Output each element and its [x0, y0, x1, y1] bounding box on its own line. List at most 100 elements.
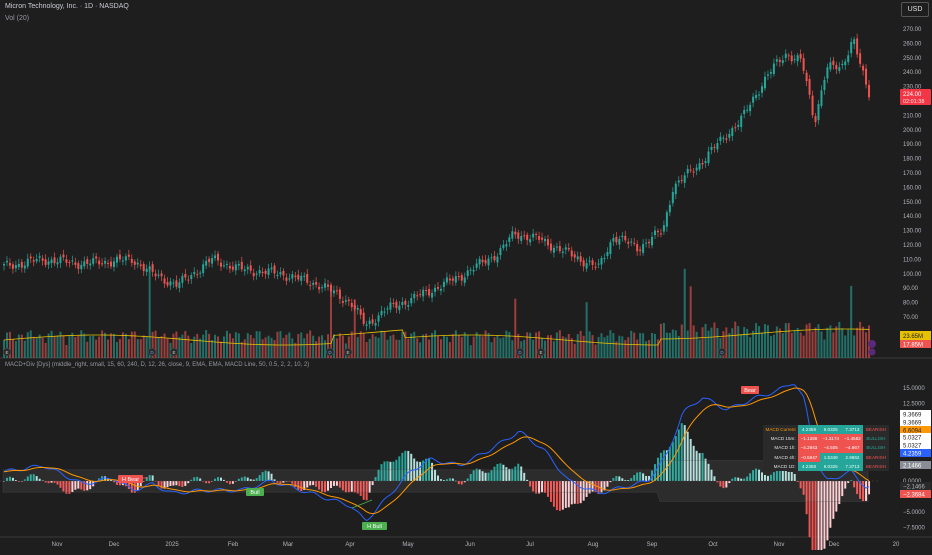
- volume-bar: [407, 338, 410, 358]
- volume-bar: [151, 331, 154, 358]
- candle: [95, 256, 98, 259]
- signal-bull: Bull: [246, 488, 264, 496]
- volume-bar: [680, 324, 683, 358]
- histogram-bar: [561, 481, 564, 510]
- macd-value-label: 6.6094: [900, 426, 931, 435]
- event-marker-dividend: D: [147, 347, 157, 357]
- macd-band: [2, 460, 869, 502]
- volume-bar: [544, 340, 547, 358]
- histogram-bar: [541, 481, 544, 493]
- volume-bar: [211, 340, 214, 358]
- histogram-bar: [353, 481, 356, 493]
- histogram-bar: [383, 461, 386, 481]
- candle: [383, 311, 386, 313]
- volume-bar: [347, 336, 350, 358]
- candle: [365, 324, 368, 326]
- candle: [564, 247, 567, 250]
- histogram-bar: [850, 480, 853, 481]
- candle: [612, 238, 615, 242]
- candle: [258, 270, 261, 274]
- histogram-bar: [763, 474, 766, 481]
- candle: [597, 263, 600, 265]
- volume-bar: [353, 299, 356, 358]
- histogram-bar: [341, 481, 344, 491]
- histogram-bar: [558, 481, 561, 511]
- candle: [514, 231, 517, 235]
- price-tick: 170.00: [903, 171, 922, 177]
- candle: [555, 246, 558, 248]
- volume-bar: [579, 330, 582, 358]
- candle: [86, 259, 89, 264]
- volume-bar: [642, 333, 645, 358]
- candle: [582, 260, 585, 267]
- time-axis-label: Mar: [283, 542, 293, 548]
- volume-ma-value: 23.65M: [903, 334, 923, 340]
- histogram-bar: [56, 481, 59, 485]
- volume-bar: [710, 327, 713, 358]
- macd-value-label-text: 6.6094: [903, 429, 922, 435]
- volume-bar: [618, 335, 621, 358]
- histogram-bar: [270, 473, 273, 481]
- price-tick: 180.00: [903, 157, 922, 163]
- histogram-bar: [374, 477, 377, 481]
- volume-bar: [784, 323, 787, 358]
- candle: [558, 245, 561, 252]
- volume-bar: [844, 335, 847, 358]
- histogram-bar: [26, 476, 29, 481]
- macd-table-label: MACD 1D:: [763, 461, 799, 471]
- histogram-bar: [199, 478, 202, 481]
- candle: [642, 244, 645, 253]
- histogram-bar: [335, 481, 338, 486]
- histogram-bar: [600, 481, 603, 493]
- candle: [487, 258, 490, 266]
- histogram-bar: [142, 481, 145, 482]
- histogram-bar: [35, 476, 38, 481]
- time-axis-label: Dec: [829, 542, 840, 548]
- candle: [606, 252, 609, 257]
- volume-bar: [368, 338, 371, 358]
- volume-bar: [835, 326, 838, 358]
- candle: [799, 53, 802, 59]
- histogram-bar: [154, 481, 157, 482]
- volume-bar: [231, 338, 234, 358]
- histogram-bar: [665, 450, 668, 481]
- histogram-bar: [463, 481, 466, 483]
- volume-bar: [576, 334, 579, 358]
- volume-bar: [829, 325, 832, 358]
- histogram-bar: [53, 481, 56, 483]
- histogram-bar: [499, 463, 502, 481]
- histogram-bar: [220, 477, 222, 481]
- volume-bar: [44, 342, 47, 358]
- histogram-bar: [493, 466, 496, 481]
- candle: [196, 274, 199, 276]
- candle: [306, 273, 309, 283]
- volume-bar: [157, 337, 160, 358]
- histogram-bar: [208, 481, 211, 484]
- volume-bar: [695, 331, 698, 358]
- event-marker-label: E: [539, 350, 542, 355]
- candle: [707, 151, 710, 164]
- candle: [529, 239, 532, 243]
- time-axis-label: Feb: [228, 542, 239, 548]
- volume-bar: [552, 341, 555, 358]
- volume-bar: [814, 327, 817, 358]
- candle: [523, 235, 526, 237]
- signal-bear-bg: [741, 386, 759, 394]
- candle: [766, 74, 769, 76]
- candle: [222, 265, 225, 267]
- histogram-bar: [612, 478, 615, 481]
- last-price-bg: [900, 89, 931, 105]
- candle: [8, 262, 11, 266]
- price-countdown: 02:01:38: [903, 99, 924, 105]
- candle: [374, 323, 377, 326]
- histogram-bar: [838, 481, 841, 505]
- histogram-bar: [811, 481, 814, 555]
- histogram-bar: [716, 481, 719, 483]
- currency-button[interactable]: USD: [901, 2, 929, 17]
- candle: [651, 236, 654, 246]
- histogram-bar: [214, 478, 217, 481]
- candle: [630, 241, 633, 243]
- candle: [163, 278, 166, 284]
